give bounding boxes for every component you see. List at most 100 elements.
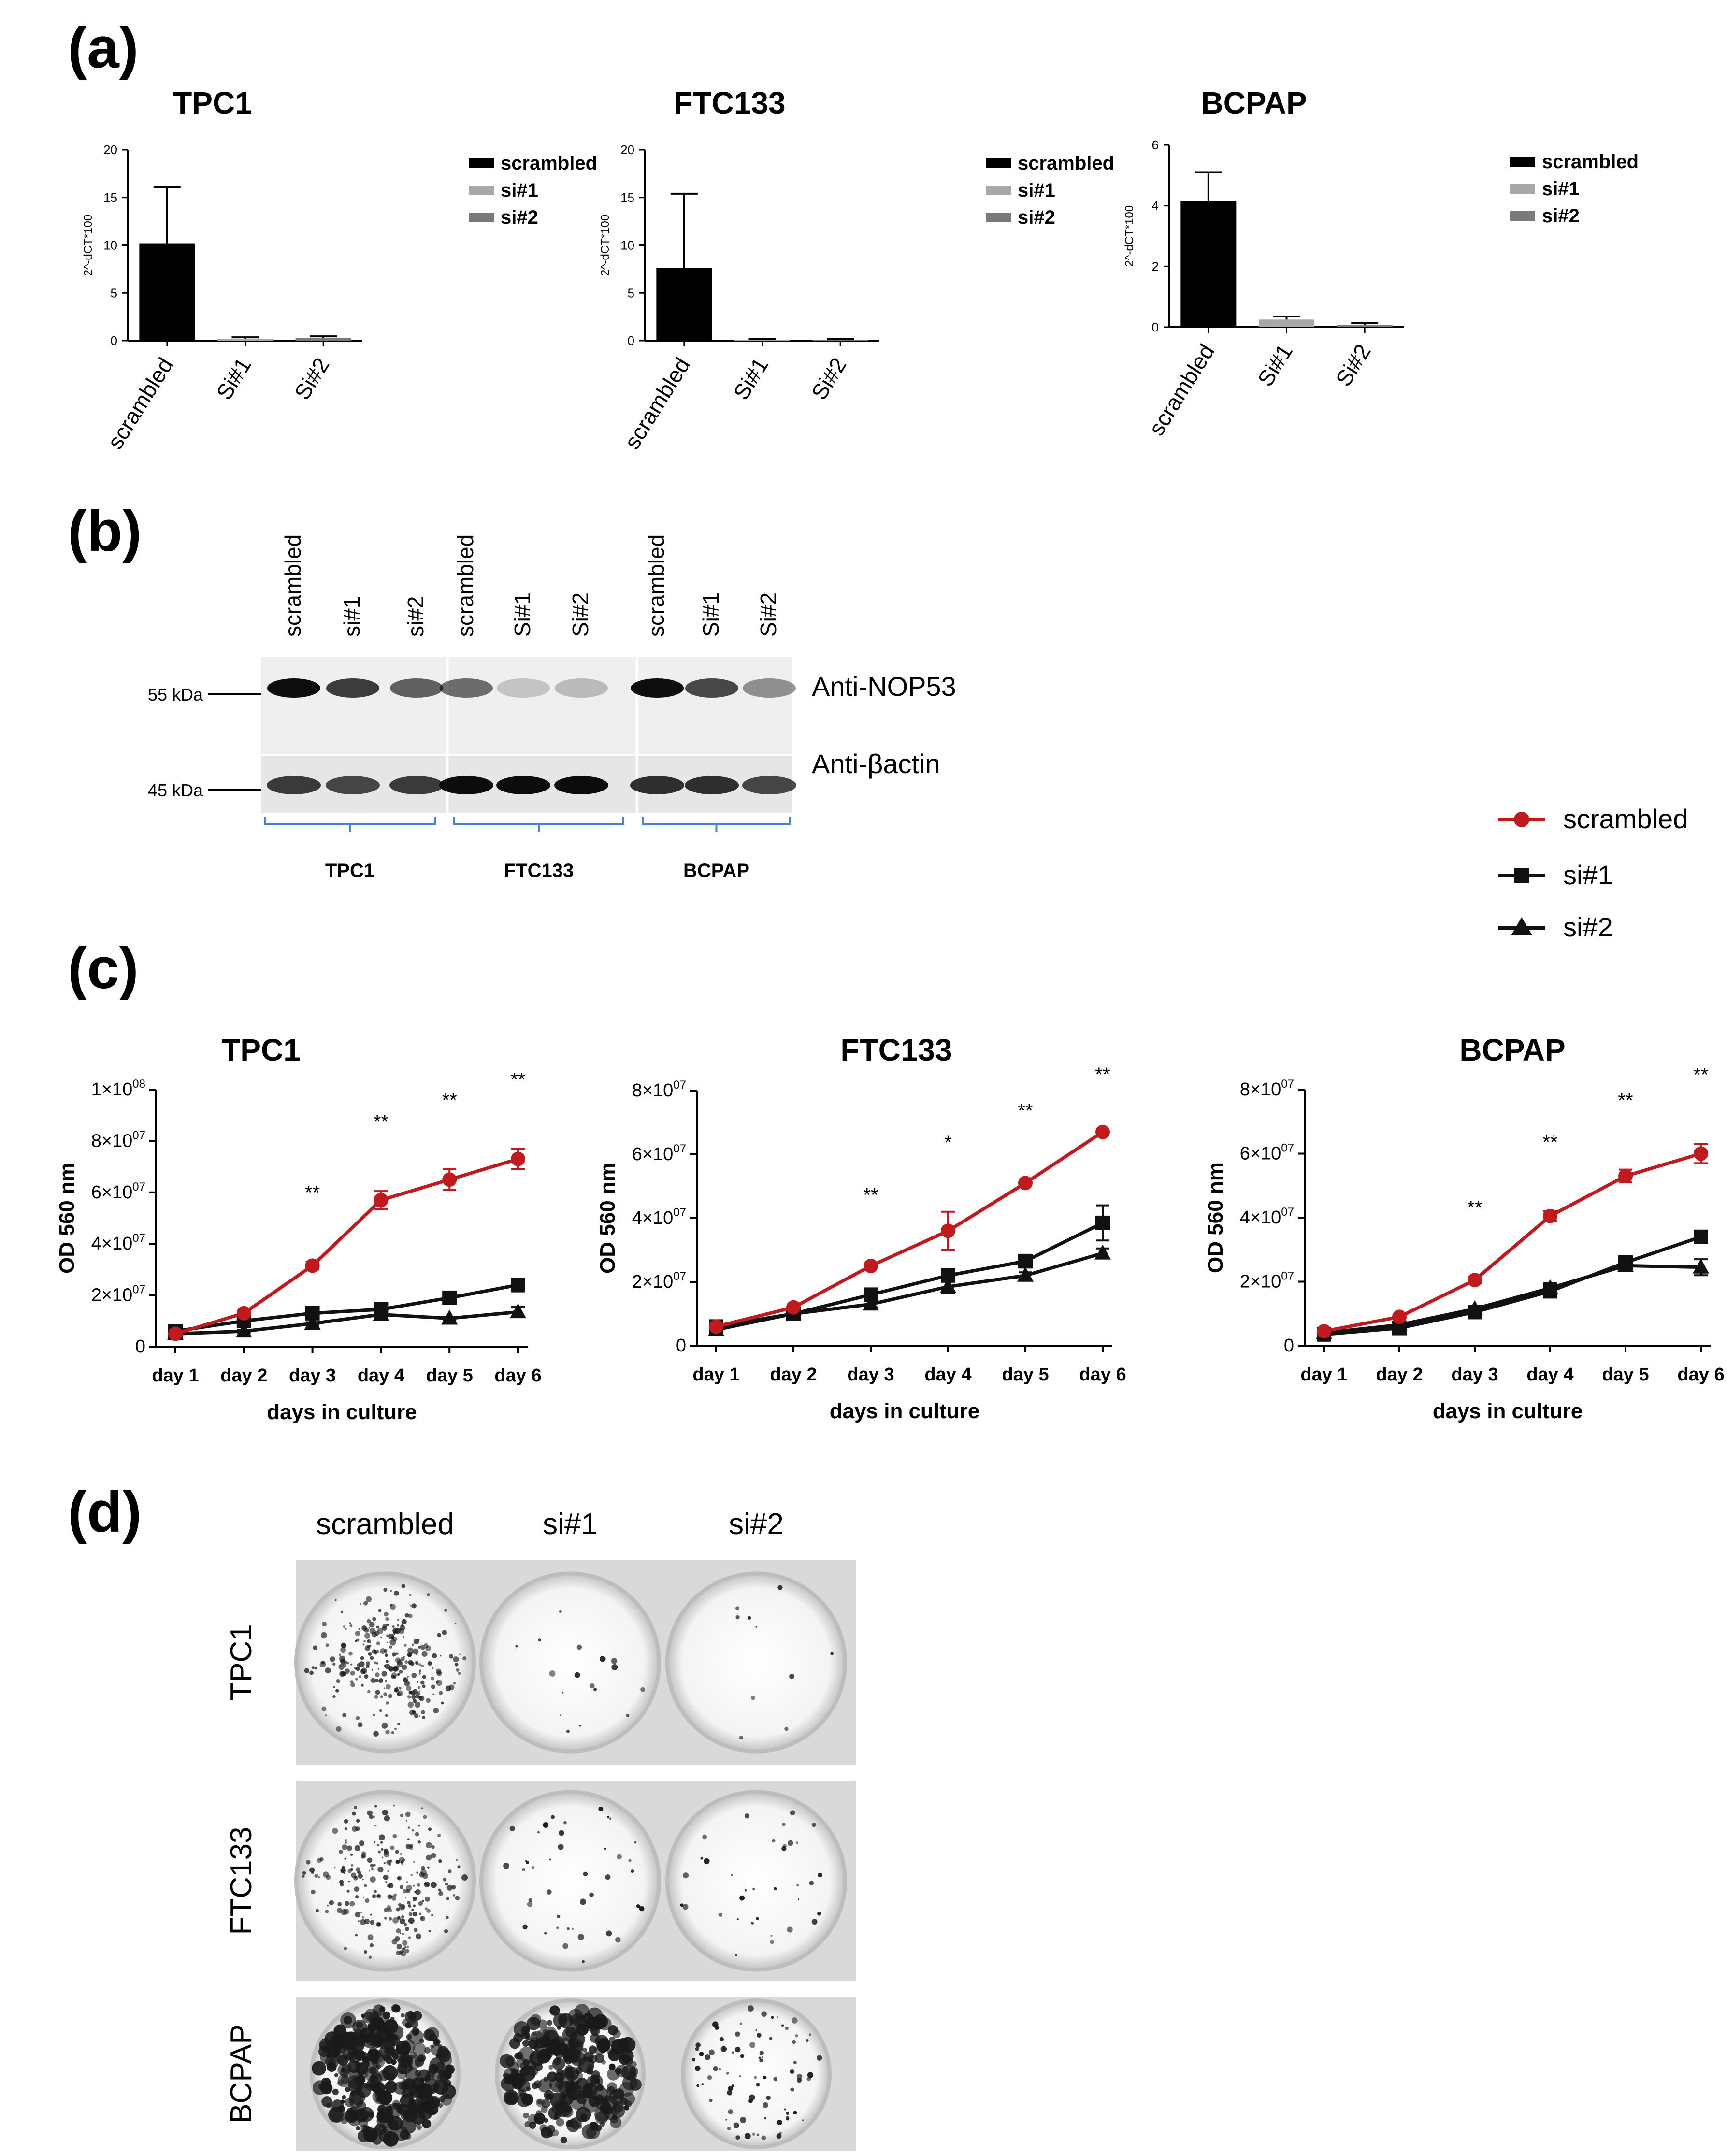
colony	[355, 2062, 368, 2075]
x-tick-label: day 5	[1002, 1365, 1049, 1385]
colony	[728, 2109, 733, 2114]
colony	[350, 1853, 353, 1856]
colony	[385, 1881, 387, 1883]
blot-lane-label: si#1	[339, 596, 364, 637]
nop53-band	[743, 678, 796, 698]
colony	[408, 2097, 415, 2103]
y-tick-label: 6×1007	[1240, 1142, 1294, 1164]
colony	[384, 2045, 396, 2057]
y-axis-label: 2^-dCT*100	[1123, 205, 1136, 267]
colony	[374, 1864, 376, 1867]
colony	[403, 1677, 408, 1682]
colony	[362, 1897, 365, 1898]
colony	[407, 2011, 414, 2018]
group-label: BCPAP	[683, 860, 749, 881]
colony	[352, 1826, 358, 1832]
colony	[354, 1845, 360, 1851]
colony	[683, 1872, 689, 1879]
colony	[390, 1604, 396, 1610]
chart-title: BCPAP	[1459, 1033, 1565, 1067]
series-line-scrambled	[1324, 1152, 1701, 1333]
colony	[759, 2058, 763, 2063]
colony	[348, 1651, 353, 1656]
legend-label: si#1	[501, 180, 538, 201]
colony	[321, 1706, 327, 1711]
colony	[426, 1593, 430, 1597]
colony	[340, 1647, 346, 1653]
colony	[388, 1863, 391, 1866]
colony-assay: scrambled si#1 si#2 TPC1 FTC133 BCPAP	[225, 1508, 856, 2151]
colony	[404, 1923, 407, 1926]
colony	[432, 1653, 437, 1659]
legend-label: scrambled	[1542, 151, 1639, 172]
colony	[694, 2065, 701, 2071]
y-tick-label: 2×1007	[1240, 1270, 1294, 1292]
colony	[625, 2056, 633, 2065]
colony	[407, 1681, 409, 1683]
actin-band	[630, 776, 684, 794]
colony	[413, 1861, 416, 1863]
colony	[577, 1934, 584, 1940]
colony	[374, 1679, 378, 1682]
y-tick-label: 5	[628, 286, 634, 300]
colony	[795, 2034, 798, 2038]
colony	[752, 1888, 755, 1891]
colony	[318, 1876, 320, 1879]
point-si1	[1618, 1255, 1633, 1270]
colony	[588, 2054, 598, 2064]
colony-row-label: FTC133	[225, 1827, 258, 1935]
colony	[340, 1660, 342, 1663]
colony	[519, 2062, 528, 2070]
point-si2	[1017, 1266, 1034, 1282]
colony	[385, 1714, 388, 1717]
colony	[593, 1687, 597, 1691]
nop53-band	[685, 678, 738, 698]
colony	[420, 1644, 426, 1650]
colony	[369, 1814, 374, 1819]
colony	[392, 1834, 397, 1839]
actin-band	[439, 776, 493, 794]
colony	[396, 1907, 400, 1912]
colony	[430, 2044, 434, 2049]
colony	[339, 1849, 343, 1854]
colony	[682, 1904, 689, 1910]
western-blot: scrambled si#1 si#2 scrambled Si#1 Si#2 scramb…	[148, 534, 956, 881]
colony	[438, 1859, 442, 1863]
colony	[418, 1825, 420, 1827]
colony	[444, 1929, 448, 1934]
colony	[363, 1671, 366, 1674]
colony	[379, 2006, 386, 2013]
colony	[418, 1690, 421, 1693]
colony	[314, 1873, 318, 1878]
colony	[556, 2118, 564, 2127]
colony	[358, 1873, 363, 1879]
colony	[376, 1641, 380, 1646]
colony	[793, 2061, 797, 2065]
significance-marker: **	[442, 1090, 457, 1111]
colony	[740, 2054, 745, 2058]
point-si2	[510, 1303, 526, 1319]
colony	[372, 2081, 385, 2095]
colony	[413, 1648, 419, 1654]
x-tick-label: day 6	[1079, 1365, 1126, 1385]
colony	[325, 1667, 331, 1674]
colony	[406, 1881, 408, 1883]
legend-label: scrambled	[1563, 804, 1688, 834]
antibody-label: Anti-NOP53	[812, 671, 956, 702]
colony	[750, 1696, 755, 1700]
colony	[361, 1853, 366, 1858]
colony	[380, 1841, 383, 1844]
colony	[795, 1841, 798, 1844]
colony	[390, 2016, 395, 2021]
colony	[357, 2075, 366, 2084]
colony	[454, 1623, 457, 1624]
colony	[369, 1943, 374, 1948]
x-tick-label: day 4	[924, 1365, 971, 1385]
colony	[387, 1884, 391, 1888]
y-tick-exponent: 07	[673, 1078, 686, 1092]
x-tick-label: day 2	[1376, 1365, 1423, 1385]
colony	[344, 1819, 348, 1824]
colony	[802, 2119, 804, 2121]
colony	[399, 1669, 403, 1674]
dish	[669, 1575, 843, 1750]
